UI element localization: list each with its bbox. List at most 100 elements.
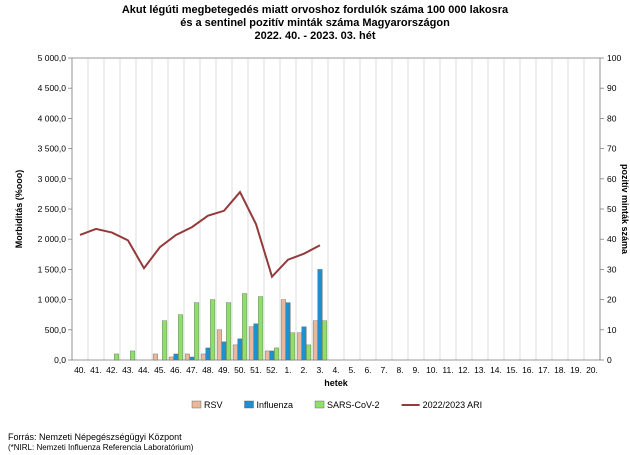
bar-rsv	[184, 353, 190, 361]
legend-label: Influenza	[257, 400, 294, 410]
y-right-tick-label: 50	[607, 204, 617, 214]
bar-influenza	[317, 269, 323, 361]
y-right-tick-label: 0	[607, 355, 612, 365]
x-tick-label: 11.	[442, 365, 453, 375]
bar-sars-cov-2	[210, 299, 216, 361]
bar-sars-cov-2	[130, 350, 136, 361]
title-line-3: 2022. 40. - 2023. 03. hét	[254, 30, 376, 42]
source-subnote: (*NIRL: Nemzeti Influenza Referencia Lab…	[8, 443, 194, 452]
bar-rsv	[200, 353, 206, 361]
y-right-tick-label: 90	[607, 83, 617, 93]
y-left-tick-label: 3 500,0	[38, 144, 67, 154]
bar-influenza	[269, 350, 275, 361]
y-right-tick-label: 80	[607, 113, 617, 123]
bar-sars-cov-2	[194, 302, 200, 361]
y-left-tick-label: 2 000,0	[38, 234, 67, 244]
bar-rsv	[232, 344, 238, 361]
bar-rsv	[296, 332, 302, 361]
line-series-ari	[79, 190, 321, 279]
x-tick-label: 14.	[490, 365, 502, 375]
x-tick-label: 42.	[106, 365, 118, 375]
legend-swatch	[244, 400, 254, 409]
chart-title: Akut légúti megbetegedés miatt orvoshoz …	[0, 4, 630, 43]
x-tick-label: 18.	[554, 365, 566, 375]
bar-sars-cov-2	[226, 302, 232, 361]
x-tick-label: 9.	[412, 365, 419, 375]
bar-sars-cov-2	[274, 347, 280, 361]
y-right-tick-label: 30	[607, 264, 617, 274]
bar-sars-cov-2	[306, 344, 312, 361]
bar-rsv	[216, 329, 222, 361]
x-tick-label: 44.	[138, 365, 150, 375]
x-tick-label: 5.	[348, 365, 355, 375]
y-left-tick-label: 3 000,0	[38, 174, 67, 184]
y-left-tick-label: 1 500,0	[38, 264, 67, 274]
bar-rsv	[264, 350, 270, 361]
x-tick-label: 2.	[300, 365, 307, 375]
x-tick-label: 52.	[266, 365, 278, 375]
legend-swatch	[314, 400, 325, 409]
y-right-tick-label: 100	[607, 53, 621, 63]
y-right-tick-label: 10	[607, 325, 617, 335]
x-tick-label: 45.	[154, 365, 166, 375]
legend-label: 2022/2023 ARI	[423, 400, 483, 410]
bar-influenza	[285, 302, 291, 361]
bar-influenza	[173, 353, 179, 361]
bar-influenza	[301, 326, 307, 361]
bar-sars-cov-2	[114, 353, 120, 361]
bar-rsv	[152, 353, 158, 361]
y-left-tick-label: 500,0	[45, 325, 67, 335]
bar-rsv	[280, 299, 286, 361]
x-tick-label: 19.	[570, 365, 582, 375]
bar-influenza	[189, 356, 195, 361]
y-right-tick-label: 20	[607, 295, 617, 305]
bar-sars-cov-2	[258, 296, 264, 361]
y-left-tick-label: 5 000,0	[38, 53, 67, 63]
x-tick-label: 17.	[538, 365, 550, 375]
x-tick-label: 15.	[506, 365, 518, 375]
x-tick-label: 51.	[250, 365, 262, 375]
y-left-tick-label: 4 000,0	[38, 113, 67, 123]
y-right-axis-title: pozitív minták száma	[620, 164, 630, 255]
y-left-tick-label: 4 500,0	[38, 83, 67, 93]
x-tick-label: 49.	[218, 365, 230, 375]
y-right-tick-label: 70	[607, 144, 617, 154]
x-tick-label: 10.	[426, 365, 438, 375]
source-note: Forrás: Nemzeti Népegészségügyi Központ	[8, 432, 182, 442]
bar-sars-cov-2	[290, 332, 296, 361]
bar-sars-cov-2	[178, 314, 184, 361]
x-tick-label: 20.	[586, 365, 598, 375]
x-tick-label: 8.	[396, 365, 403, 375]
x-tick-label: 13.	[474, 365, 486, 375]
x-tick-label: 1.	[284, 365, 291, 375]
title-line-2: és a sentinel pozitív minták száma Magya…	[180, 17, 450, 29]
legend-label: RSV	[204, 400, 223, 410]
x-tick-label: 16.	[522, 365, 534, 375]
x-tick-label: 4.	[332, 365, 339, 375]
y-left-tick-label: 2 500,0	[38, 204, 67, 214]
y-left-tick-label: 0,0	[54, 355, 66, 365]
x-tick-label: 43.	[122, 365, 134, 375]
x-tick-label: 47.	[186, 365, 198, 375]
legend-swatch	[191, 400, 202, 409]
y-left-axis-title: Morbiditás (%ooo)	[14, 170, 24, 249]
x-tick-label: 48.	[202, 365, 214, 375]
x-tick-label: 46.	[170, 365, 182, 375]
x-tick-label: 7.	[380, 365, 387, 375]
y-right-tick-label: 40	[607, 234, 617, 244]
x-tick-label: 12.	[458, 365, 470, 375]
y-right-tick-label: 60	[607, 174, 617, 184]
y-left-tick-label: 1 000,0	[38, 295, 67, 305]
bar-sars-cov-2	[242, 293, 248, 361]
title-line-1: Akut légúti megbetegedés miatt orvoshoz …	[121, 4, 509, 16]
bar-influenza	[253, 323, 259, 361]
bar-influenza	[221, 341, 227, 361]
bar-rsv	[168, 356, 174, 361]
legend-label: SARS-CoV-2	[327, 400, 380, 410]
bar-influenza	[205, 347, 211, 361]
bar-rsv	[248, 326, 254, 361]
combo-chart: 0,0 500,0 1 000,0 1 500,0 2 000,0 2 500,0 3 00…	[14, 53, 630, 410]
x-tick-label: 40.	[74, 365, 86, 375]
x-tick-label: 6.	[364, 365, 371, 375]
bar-sars-cov-2	[162, 320, 168, 361]
